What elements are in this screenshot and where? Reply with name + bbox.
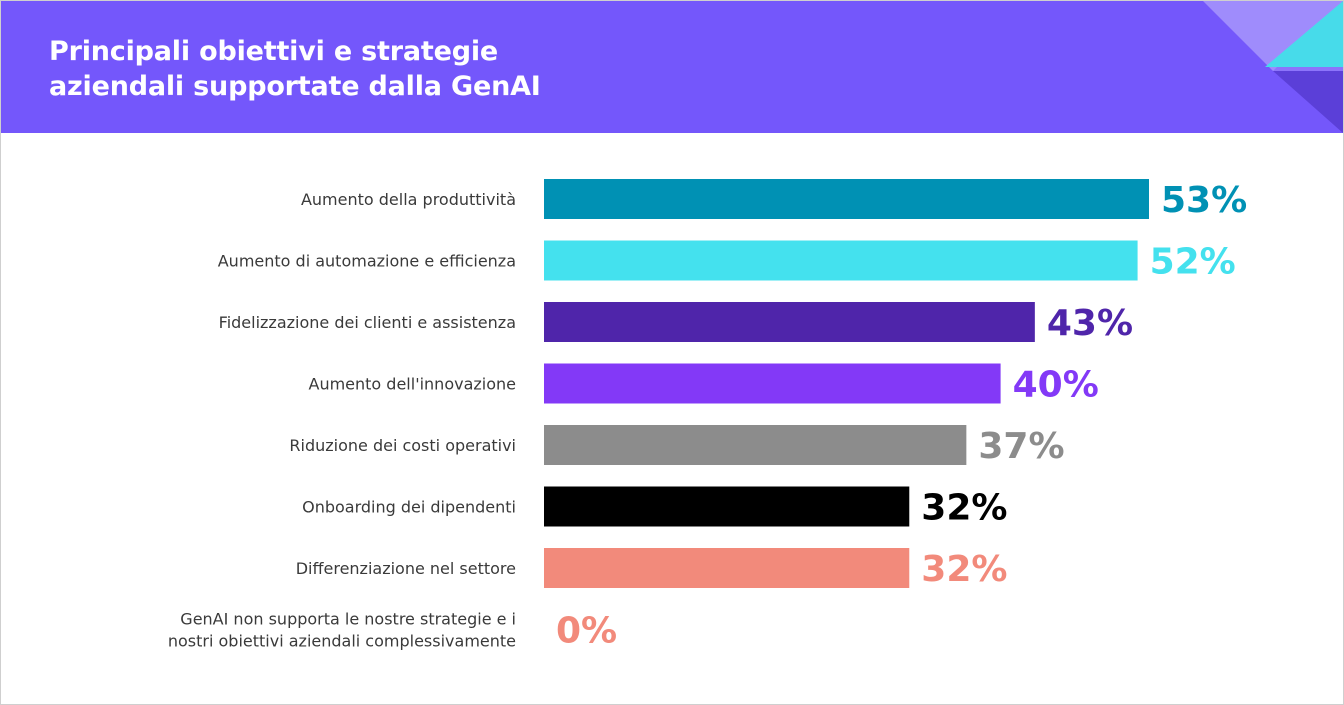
value-label-4: 37%: [978, 426, 1064, 467]
bar-chart: 53% Aumento della produttività 52% Aumento …: [168, 179, 1247, 652]
bar-2: [544, 302, 1035, 342]
bar-5: [544, 486, 910, 527]
bar-1: [544, 240, 1138, 281]
category-label-7-line-1: nostri obiettivi aziendali complessivame…: [168, 632, 516, 651]
chart-title-line-1: Principali obiettivi e strategie: [49, 36, 499, 67]
value-label-5: 32%: [921, 488, 1007, 529]
category-label-7-line-0: GenAI non supporta le nostre strategie e…: [180, 610, 516, 629]
chart-title: Principali obiettivi e strategie azienda…: [49, 34, 541, 104]
value-label-2: 43%: [1047, 303, 1133, 344]
category-label-5: Onboarding dei dipendenti: [302, 498, 516, 517]
bar-0: [544, 179, 1149, 219]
value-label-1: 52%: [1150, 242, 1236, 283]
category-label-1: Aumento di automazione e efficienza: [218, 252, 516, 271]
bar-3: [544, 363, 1001, 404]
category-label-6: Differenziazione nel settore: [296, 559, 516, 578]
category-label-3: Aumento dell'innovazione: [309, 375, 517, 394]
chart-title-line-2: aziendali supportate dalla GenAI: [49, 71, 541, 102]
bar-4: [544, 425, 967, 465]
value-label-6: 32%: [921, 549, 1007, 590]
value-label-7: 0%: [556, 611, 617, 652]
chart-header: Principali obiettivi e strategie azienda…: [1, 1, 1343, 133]
category-label-0: Aumento della produttività: [301, 190, 516, 209]
corner-decoration-icon: [1203, 1, 1343, 133]
value-label-3: 40%: [1013, 365, 1099, 406]
value-label-0: 53%: [1161, 180, 1247, 221]
category-label-2: Fidelizzazione dei clienti e assistenza: [219, 313, 516, 332]
bar-6: [544, 548, 910, 588]
category-label-4: Riduzione dei costi operativi: [289, 436, 516, 455]
